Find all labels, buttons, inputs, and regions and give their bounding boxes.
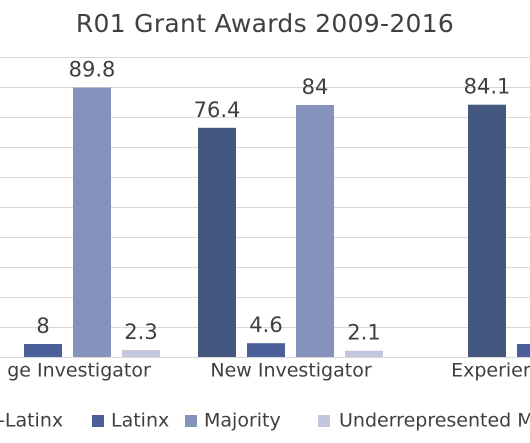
legend-label: Underrepresented M (339, 410, 530, 432)
chart-title: R01 Grant Awards 2009-2016 (76, 9, 454, 38)
category-label: New Investigator (210, 360, 371, 382)
data-label: 8 (36, 314, 49, 338)
bar-1-1 (247, 343, 285, 357)
legend-swatch (92, 415, 104, 427)
data-label: 84.1 (464, 75, 511, 99)
legend-label: -Latinx (0, 410, 63, 432)
data-label: 76.4 (194, 98, 241, 122)
category-axis: ge Investigator New Investigator Experien (7, 360, 530, 382)
category-label: ge Investigator (7, 360, 151, 382)
bar-1-2 (517, 344, 530, 357)
bar-0-2 (468, 104, 506, 357)
data-label: 2.1 (347, 321, 380, 345)
bar-3-1 (345, 350, 383, 357)
legend-swatch (318, 415, 330, 427)
data-label: 4.6 (249, 313, 282, 337)
category-label: Experien (451, 360, 530, 382)
legend-label: Latinx (111, 410, 169, 432)
bar-1-0 (24, 344, 62, 357)
bar-2-1 (296, 105, 334, 357)
data-label: 2.3 (124, 320, 157, 344)
data-label: 84 (302, 75, 329, 99)
bar-2-0 (73, 87, 111, 357)
bars (24, 87, 530, 357)
bar-3-0 (122, 350, 160, 357)
data-label: 89.8 (69, 58, 116, 82)
legend-swatch (185, 415, 197, 427)
legend-label: Majority (204, 410, 281, 432)
legend: -Latinx Latinx Majority Underrepresented M (0, 410, 530, 432)
bar-0-1 (198, 127, 236, 357)
